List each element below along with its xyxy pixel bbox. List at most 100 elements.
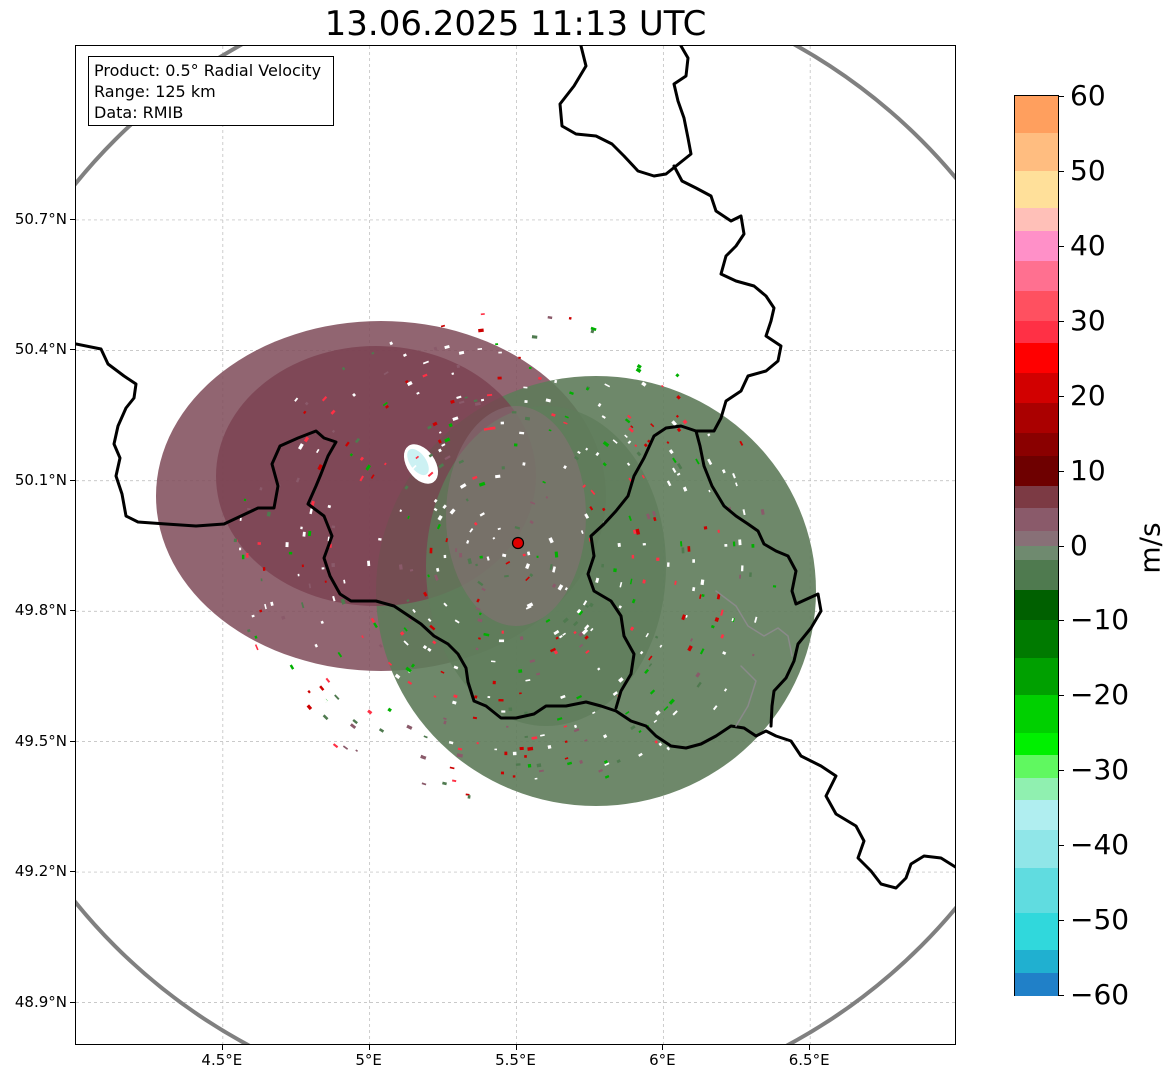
velocity-speckle	[545, 398, 551, 403]
colorbar-segment	[1015, 290, 1058, 322]
velocity-speckle	[382, 401, 388, 407]
velocity-speckle	[478, 637, 481, 640]
velocity-speckle	[458, 400, 465, 405]
velocity-speckle	[590, 627, 594, 632]
colorbar-segment	[1015, 403, 1058, 434]
velocity-speckle	[398, 564, 403, 570]
velocity-speckle	[722, 651, 727, 655]
velocity-speckle	[327, 504, 332, 509]
latitude-tick-label: 49.5°N	[14, 731, 67, 750]
velocity-speckle	[699, 594, 702, 599]
velocity-speckle	[573, 724, 578, 729]
velocity-speckle	[451, 779, 457, 783]
velocity-speckle	[479, 555, 483, 559]
velocity-speckle	[490, 660, 496, 663]
velocity-speckle	[505, 560, 511, 565]
velocity-speckle	[644, 668, 650, 675]
velocity-speckle	[659, 644, 663, 648]
velocity-speckle	[742, 509, 746, 516]
velocity-speckle	[519, 431, 525, 435]
velocity-speckle	[325, 677, 331, 683]
velocity-speckle	[617, 542, 621, 548]
colorbar-segment	[1015, 343, 1058, 374]
velocity-speckle	[568, 316, 572, 320]
velocity-speckle	[629, 578, 633, 585]
velocity-speckle	[604, 762, 610, 766]
velocity-speckle	[551, 413, 556, 417]
velocity-colorbar	[1014, 95, 1059, 996]
velocity-speckle	[342, 745, 349, 750]
velocity-speckle	[592, 711, 596, 715]
velocity-speckle	[501, 710, 506, 713]
velocity-speckle	[437, 320, 443, 324]
latitude-tick-label: 50.7°N	[14, 209, 67, 228]
velocity-speckle	[579, 759, 584, 764]
velocity-speckle	[259, 487, 263, 491]
colorbar-segment	[1015, 545, 1058, 562]
velocity-speckle	[585, 447, 589, 451]
velocity-speckle	[584, 513, 590, 519]
velocity-speckle	[612, 691, 618, 696]
velocity-speckle	[370, 474, 375, 479]
velocity-speckle	[601, 563, 605, 568]
velocity-speckle	[448, 423, 453, 428]
colorbar-segment	[1015, 620, 1058, 659]
velocity-speckle	[672, 457, 677, 464]
velocity-speckle	[514, 526, 521, 530]
velocity-speckle	[465, 498, 469, 502]
latitude-tick	[70, 479, 75, 481]
velocity-speckle	[332, 595, 336, 602]
velocity-speckle	[285, 542, 289, 548]
velocity-speckle	[751, 543, 755, 548]
velocity-speckle	[467, 795, 471, 799]
colorbar-segment	[1015, 950, 1058, 974]
velocity-speckle	[680, 541, 683, 547]
velocity-speckle	[548, 429, 552, 432]
velocity-speckle	[754, 616, 758, 623]
latitude-tick	[70, 871, 75, 873]
velocity-speckle	[700, 579, 705, 586]
velocity-speckle	[549, 647, 557, 653]
velocity-speckle	[512, 751, 517, 756]
velocity-speckle	[524, 754, 527, 758]
velocity-speckle	[435, 567, 440, 572]
colorbar-tick	[1058, 770, 1064, 772]
velocity-speckle	[692, 559, 696, 563]
velocity-speckle	[498, 351, 502, 354]
colorbar-tick-label: 10	[1070, 453, 1106, 487]
velocity-speckle	[340, 598, 346, 605]
velocity-speckle	[320, 620, 324, 625]
velocity-speckle	[331, 525, 336, 529]
velocity-speckle	[440, 773, 447, 778]
colorbar-tick-label: 20	[1070, 378, 1106, 412]
velocity-speckle	[595, 452, 600, 457]
velocity-speckle	[453, 665, 459, 670]
velocity-speckle	[636, 363, 642, 369]
velocity-speckle	[653, 719, 658, 723]
velocity-speckle	[714, 617, 720, 623]
longitude-tick-label: 5.5°E	[495, 1051, 536, 1069]
velocity-speckle	[476, 598, 480, 603]
velocity-speckle	[699, 648, 705, 655]
velocity-speckle	[420, 754, 427, 760]
velocity-speckle	[612, 439, 618, 444]
velocity-speckle	[682, 419, 688, 425]
velocity-speckle	[392, 767, 397, 771]
data-source-label: Data: RMIB	[94, 103, 184, 122]
velocity-speckle	[304, 401, 309, 406]
velocity-speckle	[331, 563, 336, 568]
velocity-speckle	[298, 443, 304, 450]
velocity-speckle	[602, 440, 610, 448]
velocity-speckle	[518, 356, 521, 359]
colorbar-segment	[1015, 208, 1058, 232]
velocity-speckle	[303, 410, 307, 415]
velocity-speckle	[264, 603, 267, 610]
velocity-speckle	[589, 358, 597, 364]
velocity-speckle	[536, 672, 541, 676]
velocity-speckle	[440, 324, 446, 328]
latitude-tick	[70, 349, 75, 351]
velocity-speckle	[504, 574, 509, 578]
velocity-speckle	[616, 759, 621, 764]
velocity-speckle	[540, 734, 545, 737]
velocity-speckle	[307, 530, 312, 537]
